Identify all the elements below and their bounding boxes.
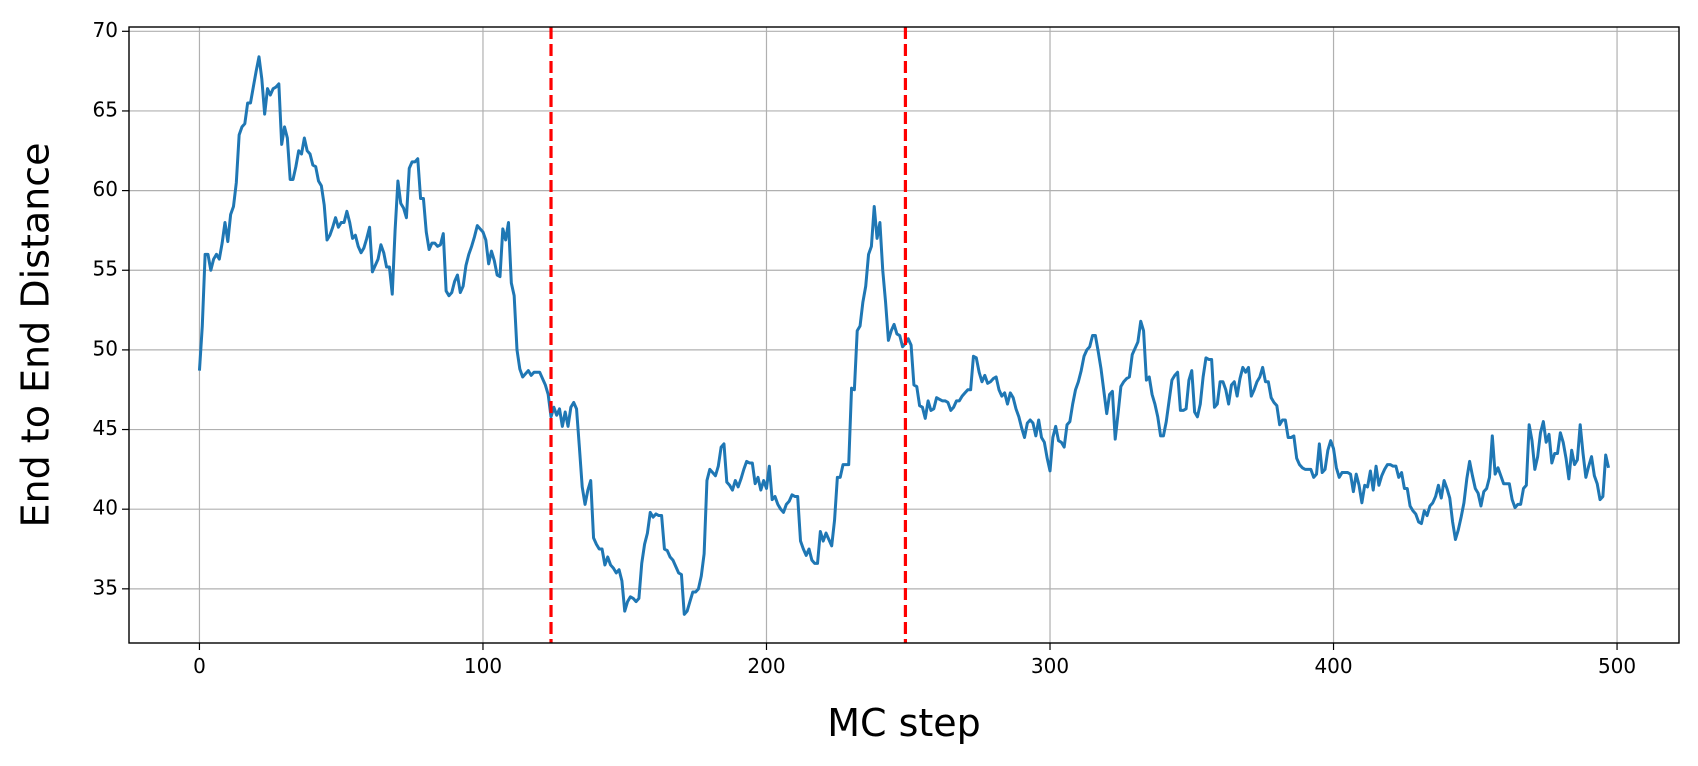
- x-tick-label: 100: [464, 654, 502, 678]
- x-tick-label: 300: [1031, 654, 1069, 678]
- y-tick-label: 55: [93, 257, 118, 281]
- y-tick-label: 70: [93, 18, 118, 42]
- y-tick-label: 35: [93, 575, 118, 599]
- y-tick-label: 45: [93, 416, 118, 440]
- x-tick-label: 500: [1598, 654, 1636, 678]
- line: [197, 55, 1611, 616]
- plot-frame: [128, 26, 1680, 644]
- y-tick-label: 60: [93, 177, 118, 201]
- x-tick-label: 200: [747, 654, 785, 678]
- y-axis-label: End to End Distance: [14, 143, 58, 528]
- y-tick-label: 50: [93, 336, 118, 360]
- y-tick-label: 65: [93, 97, 118, 121]
- x-tick-label: 400: [1314, 654, 1352, 678]
- x-axis-label: MC step: [827, 701, 981, 745]
- x-tick-label: 0: [193, 654, 206, 678]
- y-tick-label: 40: [93, 496, 118, 520]
